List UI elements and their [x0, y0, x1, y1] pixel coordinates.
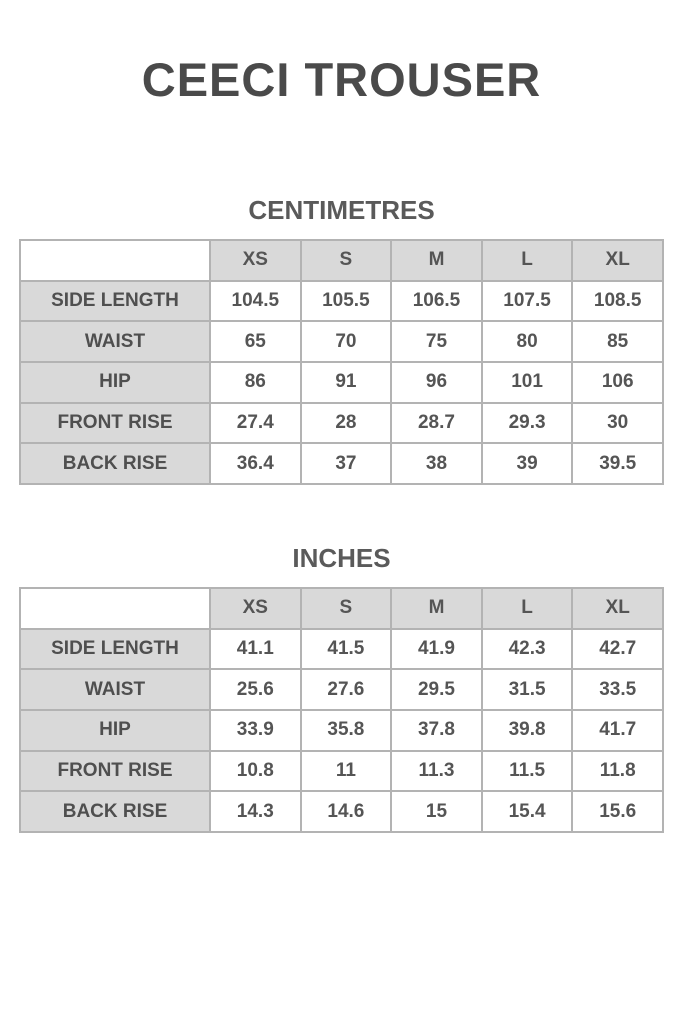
table-row: BACK RISE 36.4 37 38 39 39.5 — [19, 442, 664, 486]
measurement-cell: 106 — [571, 361, 664, 404]
section-heading-inches: INCHES — [292, 543, 391, 573]
measurement-cell: 30 — [571, 401, 664, 445]
measurement-cell: 10.8 — [209, 749, 302, 793]
measurement-cell: 35.8 — [299, 709, 393, 752]
measurement-cell: 85 — [571, 320, 664, 364]
size-header: S — [299, 239, 393, 282]
measurement-cell: 37.8 — [390, 709, 483, 752]
measurement-cell: 33.5 — [571, 668, 664, 712]
table-row: HIP 33.9 35.8 37.8 39.8 41.7 — [19, 709, 664, 752]
measurement-cell: 11 — [299, 749, 393, 793]
measurement-cell: 96 — [390, 361, 483, 404]
measurement-cell: 11.3 — [390, 749, 483, 793]
measurement-cell: 105.5 — [299, 279, 393, 323]
measurement-cell: 42.7 — [571, 627, 664, 671]
measurement-cell: 65 — [209, 320, 302, 364]
measurement-cell: 37 — [299, 442, 393, 486]
measurement-cell: 25.6 — [209, 668, 302, 712]
measurement-cell: 38 — [390, 442, 483, 486]
measurement-cell: 91 — [299, 361, 393, 404]
measurement-cell: 27.4 — [209, 401, 302, 445]
table-row: FRONT RISE 10.8 11 11.3 11.5 11.8 — [19, 749, 664, 793]
header-row: XS S M L XL — [19, 587, 664, 630]
header-row: XS S M L XL — [19, 239, 664, 282]
row-label: FRONT RISE — [19, 749, 211, 793]
corner-cell — [19, 239, 211, 282]
size-header: L — [480, 587, 574, 630]
measurement-cell: 107.5 — [480, 279, 574, 323]
row-label: SIDE LENGTH — [19, 627, 211, 671]
measurement-cell: 31.5 — [480, 668, 574, 712]
section-heading-centimetres: CENTIMETRES — [248, 195, 435, 225]
row-label: HIP — [19, 361, 211, 404]
measurement-cell: 75 — [390, 320, 483, 364]
measurement-cell: 39.8 — [480, 709, 574, 752]
measurement-cell: 41.7 — [571, 709, 664, 752]
measurement-cell: 80 — [480, 320, 574, 364]
measurement-cell: 28 — [299, 401, 393, 445]
measurement-cell: 36.4 — [209, 442, 302, 486]
measurement-cell: 41.1 — [209, 627, 302, 671]
measurement-cell: 11.5 — [480, 749, 574, 793]
table-row: HIP 86 91 96 101 106 — [19, 361, 664, 404]
measurement-cell: 29.5 — [390, 668, 483, 712]
table-row: FRONT RISE 27.4 28 28.7 29.3 30 — [19, 401, 664, 445]
size-header: XL — [571, 239, 664, 282]
row-label: BACK RISE — [19, 442, 211, 486]
measurement-cell: 15.4 — [480, 790, 574, 834]
size-table-centimetres: XS S M L XL SIDE LENGTH 104.5 105.5 106.5 107.5 10… — [19, 239, 664, 486]
measurement-cell: 39 — [480, 442, 574, 486]
measurement-cell: 15 — [390, 790, 483, 834]
measurement-cell: 86 — [209, 361, 302, 404]
row-label: WAIST — [19, 668, 211, 712]
size-header: M — [390, 239, 483, 282]
row-label: SIDE LENGTH — [19, 279, 211, 323]
measurement-cell: 39.5 — [571, 442, 664, 486]
measurement-cell: 101 — [480, 361, 574, 404]
table-row: SIDE LENGTH 104.5 105.5 106.5 107.5 108.5 — [19, 279, 664, 323]
size-header: S — [299, 587, 393, 630]
table-row: WAIST 25.6 27.6 29.5 31.5 33.5 — [19, 668, 664, 712]
measurement-cell: 15.6 — [571, 790, 664, 834]
measurement-cell: 33.9 — [209, 709, 302, 752]
measurement-cell: 27.6 — [299, 668, 393, 712]
measurement-cell: 11.8 — [571, 749, 664, 793]
size-header: XS — [209, 239, 302, 282]
row-label: FRONT RISE — [19, 401, 211, 445]
size-header: XS — [209, 587, 302, 630]
measurement-cell: 41.5 — [299, 627, 393, 671]
row-label: BACK RISE — [19, 790, 211, 834]
page-title: CEECI TROUSER — [141, 53, 542, 106]
measurement-cell: 70 — [299, 320, 393, 364]
measurement-cell: 108.5 — [571, 279, 664, 323]
measurement-cell: 106.5 — [390, 279, 483, 323]
table-row: BACK RISE 14.3 14.6 15 15.4 15.6 — [19, 790, 664, 834]
table-row: WAIST 65 70 75 80 85 — [19, 320, 664, 364]
row-label: HIP — [19, 709, 211, 752]
size-header: L — [480, 239, 574, 282]
row-label: WAIST — [19, 320, 211, 364]
measurement-cell: 104.5 — [209, 279, 302, 323]
measurement-cell: 29.3 — [480, 401, 574, 445]
measurement-cell: 14.3 — [209, 790, 302, 834]
measurement-cell: 42.3 — [480, 627, 574, 671]
measurement-cell: 14.6 — [299, 790, 393, 834]
size-header: M — [390, 587, 483, 630]
size-header: XL — [571, 587, 664, 630]
measurement-cell: 41.9 — [390, 627, 483, 671]
corner-cell — [19, 587, 211, 630]
table-row: SIDE LENGTH 41.1 41.5 41.9 42.3 42.7 — [19, 627, 664, 671]
measurement-cell: 28.7 — [390, 401, 483, 445]
size-table-inches: XS S M L XL SIDE LENGTH 41.1 41.5 41.9 42.3 42.7 WA… — [19, 587, 664, 834]
